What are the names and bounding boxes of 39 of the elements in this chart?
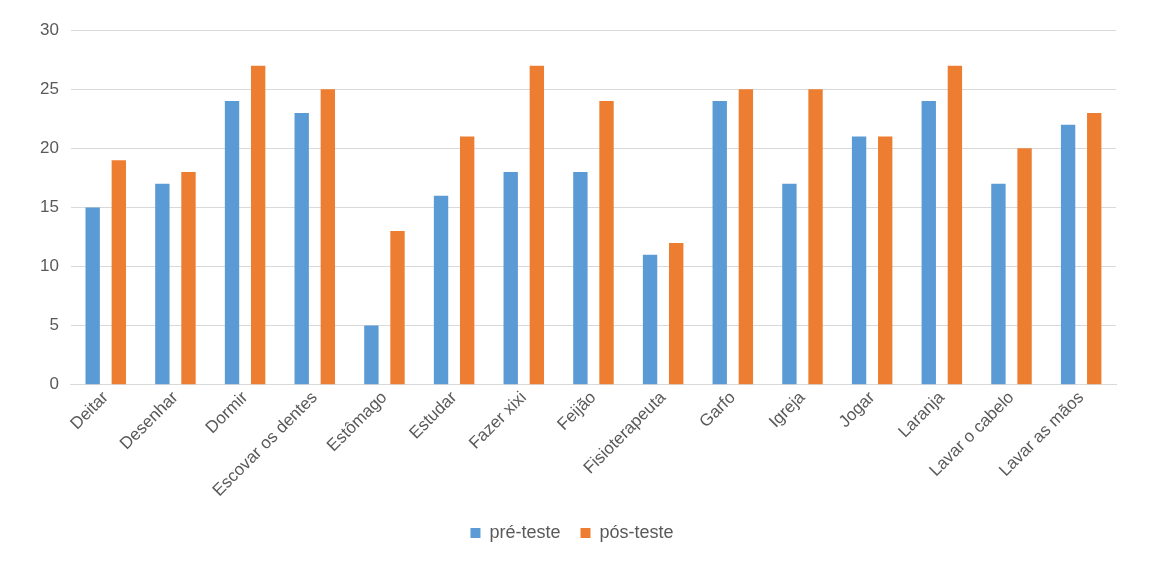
bar: [599, 101, 614, 385]
bar: [433, 195, 449, 385]
bar: [1060, 124, 1076, 385]
bar: [85, 207, 100, 385]
bar: [1017, 148, 1032, 385]
y-tick-label: 5: [49, 315, 59, 335]
bar: [459, 136, 475, 385]
y-tick-label: 0: [49, 374, 59, 394]
bar: [921, 101, 936, 385]
legend-label: pós-teste: [599, 521, 674, 542]
bar: [782, 183, 797, 385]
bar: [642, 254, 658, 385]
bar: [851, 136, 867, 385]
bar: [224, 101, 240, 385]
bar: [712, 101, 727, 385]
bar: [250, 65, 266, 385]
bar: [320, 89, 336, 385]
bar: [111, 160, 126, 385]
legend-label: pré-teste: [489, 521, 561, 542]
bar: [364, 325, 379, 385]
y-tick-label: 15: [39, 197, 59, 217]
bar: [503, 171, 518, 385]
bar: [1087, 112, 1102, 385]
y-tick-label: 10: [39, 256, 59, 276]
bar: [878, 136, 893, 385]
y-tick-label: 30: [39, 19, 59, 39]
bar: [573, 171, 588, 385]
bar: [390, 231, 405, 385]
y-tick-label: 25: [39, 78, 59, 98]
bar: [155, 183, 170, 385]
bar: [529, 65, 545, 385]
bar: [808, 89, 823, 385]
bar: [669, 242, 684, 385]
bar: [181, 171, 196, 385]
bar: [947, 65, 963, 385]
bar: [294, 112, 309, 385]
bar: [738, 89, 754, 385]
bar: [991, 183, 1006, 385]
y-tick-label: 20: [39, 138, 59, 158]
